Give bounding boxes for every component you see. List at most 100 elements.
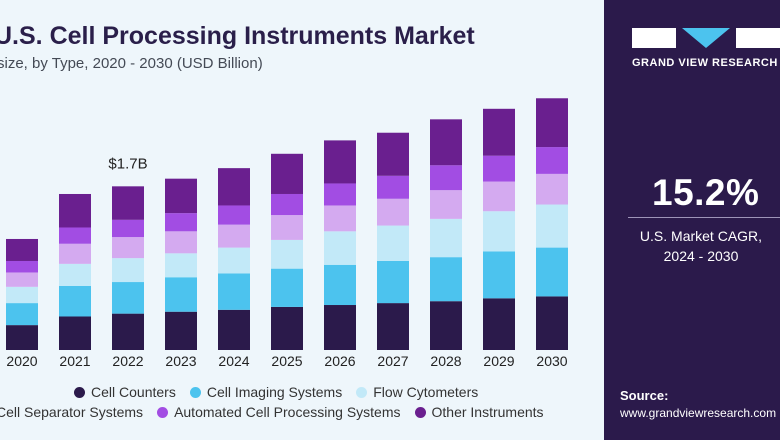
bar-segment xyxy=(324,305,356,350)
bar-segment xyxy=(483,251,515,299)
bar-segment xyxy=(112,282,144,314)
bar-segment xyxy=(218,205,250,225)
bar-segment xyxy=(271,239,303,269)
bar-segment xyxy=(6,238,38,261)
legend-swatch xyxy=(189,386,201,398)
bar-segment xyxy=(6,325,38,350)
bar-segment xyxy=(218,247,250,274)
bar-segment xyxy=(59,316,91,350)
legend-item: Cell Separator Systems xyxy=(0,404,143,420)
bar-segment xyxy=(59,243,91,264)
bar-segment xyxy=(218,273,250,310)
legend-swatch xyxy=(157,406,169,418)
legend-swatch xyxy=(356,386,368,398)
bar-segment xyxy=(165,231,197,254)
x-tick-label: 2030 xyxy=(536,353,567,369)
legend-row: Cell Separator Systems Automated Cell Pro… xyxy=(0,404,558,420)
bar-segment xyxy=(271,268,303,307)
bar-segment xyxy=(165,311,197,350)
bar-segment xyxy=(536,247,568,297)
bar-segment xyxy=(377,303,409,350)
x-tick-label: 2026 xyxy=(324,353,355,369)
bar-segment xyxy=(165,213,197,232)
cagr-label-line2: 2024 - 2030 xyxy=(663,248,739,264)
x-tick-label: 2024 xyxy=(218,353,249,369)
bar-segment xyxy=(112,219,144,238)
legend-row: Cell Counters Cell Imaging Systems Flow Cy… xyxy=(74,384,492,400)
legend-item: Other Instruments xyxy=(414,404,544,420)
bar-segment xyxy=(377,198,409,226)
legend-swatch xyxy=(414,406,426,418)
bar-segment xyxy=(59,263,91,286)
bar-segment xyxy=(430,119,462,166)
bar-segment xyxy=(324,140,356,184)
legend-swatch xyxy=(74,386,85,398)
bar-segment xyxy=(112,186,144,220)
x-tick-label: 2025 xyxy=(271,353,302,369)
bar-segment xyxy=(430,165,462,191)
bar-segment xyxy=(483,298,515,350)
cagr-label: U.S. Market CAGR, 2024 - 2030 xyxy=(618,226,780,266)
bar-segment xyxy=(271,306,303,350)
bar-segment xyxy=(59,193,91,228)
cagr-divider xyxy=(628,217,780,218)
legend-label: Flow Cytometers xyxy=(373,384,479,400)
source-link[interactable]: www.grandviewresearch.com xyxy=(620,406,777,420)
bar-segment xyxy=(271,153,303,194)
bar-segment xyxy=(377,132,409,176)
chart-subtitle: size, by Type, 2020 - 2030 (USD Billion) xyxy=(0,55,263,72)
bar-segment xyxy=(218,309,250,350)
bar-segment xyxy=(271,193,303,216)
x-tick-label: 2029 xyxy=(483,353,514,369)
value-annotation: $1.7B xyxy=(108,155,147,172)
source-label: Source: xyxy=(620,388,669,403)
bar-segment xyxy=(6,303,38,326)
bar-segment xyxy=(112,313,144,350)
bar-segment xyxy=(324,205,356,232)
bar-segment xyxy=(430,190,462,219)
bar-segment xyxy=(536,173,568,205)
logo-triangle xyxy=(682,28,730,48)
bar-segment xyxy=(218,224,250,248)
bar-segment xyxy=(536,296,568,350)
bar-segment xyxy=(483,181,515,212)
chart-panel: U.S. Cell Processing Instruments Market … xyxy=(0,0,604,440)
bar-segment xyxy=(377,260,409,304)
logo-block-right xyxy=(736,28,780,48)
bar-segment xyxy=(6,286,38,304)
bar-segment xyxy=(430,218,462,258)
bar-segment xyxy=(165,277,197,312)
legend-label: Cell Imaging Systems xyxy=(206,384,343,400)
bar-segment xyxy=(430,301,462,350)
bar-segment xyxy=(324,231,356,265)
brand-name: GRAND VIEW RESEARCH xyxy=(632,57,778,69)
cagr-label-line1: U.S. Market CAGR, xyxy=(639,228,763,244)
bar-segment xyxy=(377,225,409,261)
bar-segment xyxy=(6,260,38,273)
logo-block-left xyxy=(632,28,676,48)
bar-segment xyxy=(271,215,303,240)
x-tick-label: 2027 xyxy=(377,353,408,369)
x-tick-label: 2020 xyxy=(6,353,37,369)
legend-item: Cell Counters xyxy=(74,384,176,400)
bar-segment xyxy=(536,147,568,174)
x-tick-label: 2023 xyxy=(165,353,196,369)
bar-segment xyxy=(536,204,568,248)
x-tick-label: 2028 xyxy=(430,353,461,369)
bar-segment xyxy=(165,253,197,278)
bar-segment xyxy=(112,237,144,259)
x-tick-label: 2021 xyxy=(59,353,90,369)
brand-sidebar: GRAND VIEW RESEARCH 15.2% U.S. Market CA… xyxy=(604,0,780,440)
bar-segment xyxy=(324,183,356,206)
legend-label: Other Instruments xyxy=(431,404,544,420)
bar-segment xyxy=(430,257,462,302)
bar-segment xyxy=(218,168,250,206)
bar-segment xyxy=(536,98,568,148)
legend-item: Automated Cell Processing Systems xyxy=(157,404,401,420)
legend-item: Cell Imaging Systems xyxy=(189,384,343,400)
x-tick-label: 2022 xyxy=(112,353,143,369)
legend-label: Cell Counters xyxy=(91,384,176,400)
bar-segment xyxy=(59,227,91,244)
stacked-bar-chart: 2020 2021 2022 $1.7B 2023 2024 2025 2026 2027 202… xyxy=(6,98,568,369)
chart-title: U.S. Cell Processing Instruments Market xyxy=(0,22,475,50)
